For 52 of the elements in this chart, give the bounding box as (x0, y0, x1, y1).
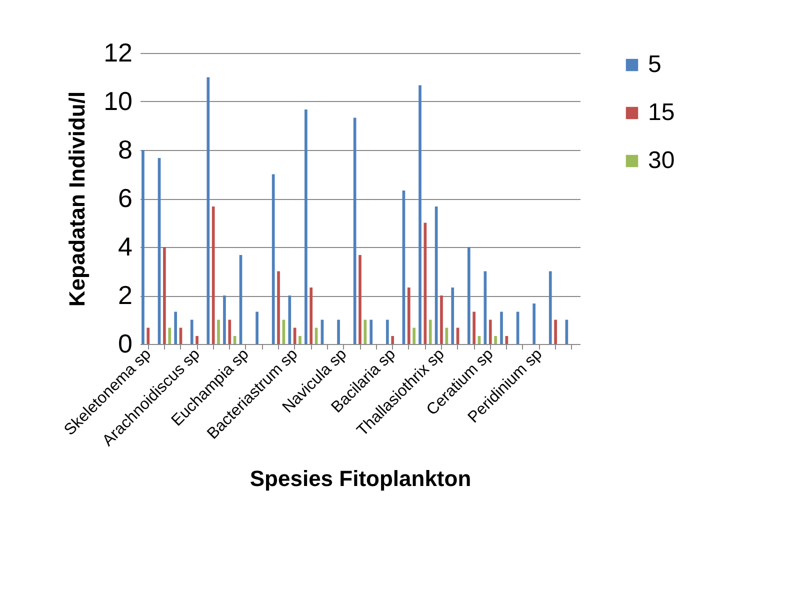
bar (168, 328, 172, 344)
bar (505, 336, 508, 344)
bar (370, 320, 373, 344)
bar (548, 271, 552, 344)
bar (272, 174, 275, 344)
bar (391, 336, 394, 344)
bar (554, 320, 557, 344)
bar (412, 328, 416, 344)
bar (228, 320, 232, 344)
bar (142, 150, 144, 344)
y-tick-label: 10 (104, 86, 132, 116)
bar (310, 287, 313, 344)
bar (163, 247, 166, 344)
bar (418, 85, 422, 344)
legend-label: 30 (648, 147, 675, 174)
y-tick-label: 2 (118, 280, 132, 310)
y-tick-label: 4 (118, 232, 132, 262)
bar (190, 320, 194, 344)
bar (146, 328, 150, 344)
bar (256, 312, 258, 344)
y-tick-label: 6 (118, 183, 132, 213)
y-axis-title: Kepadatan Individu/l (64, 91, 90, 307)
y-tick-label: 0 (118, 328, 132, 358)
legend-label: 5 (648, 51, 662, 78)
bar (428, 320, 432, 344)
bar (174, 312, 177, 344)
bar (467, 247, 470, 344)
bar (407, 287, 410, 344)
y-tick-label: 8 (118, 134, 132, 164)
bar (451, 287, 454, 344)
x-axis-title: Spesies Fitoplankton (250, 466, 472, 491)
bar (532, 304, 536, 344)
bar (337, 320, 340, 344)
bar (472, 312, 476, 344)
bar (500, 312, 503, 344)
legend-label: 15 (648, 99, 675, 126)
bar (358, 255, 362, 344)
bar (217, 320, 220, 344)
y-tick-label: 12 (104, 38, 132, 68)
bar (445, 328, 448, 344)
bar (212, 206, 215, 344)
bar (304, 110, 308, 344)
bar (288, 296, 292, 344)
bar (196, 336, 198, 344)
bar (386, 320, 389, 344)
bar (298, 336, 302, 344)
bar (206, 77, 210, 344)
bar (223, 296, 226, 344)
bar (494, 336, 497, 344)
bar (277, 271, 280, 344)
bar (440, 296, 443, 344)
bar (488, 320, 492, 344)
